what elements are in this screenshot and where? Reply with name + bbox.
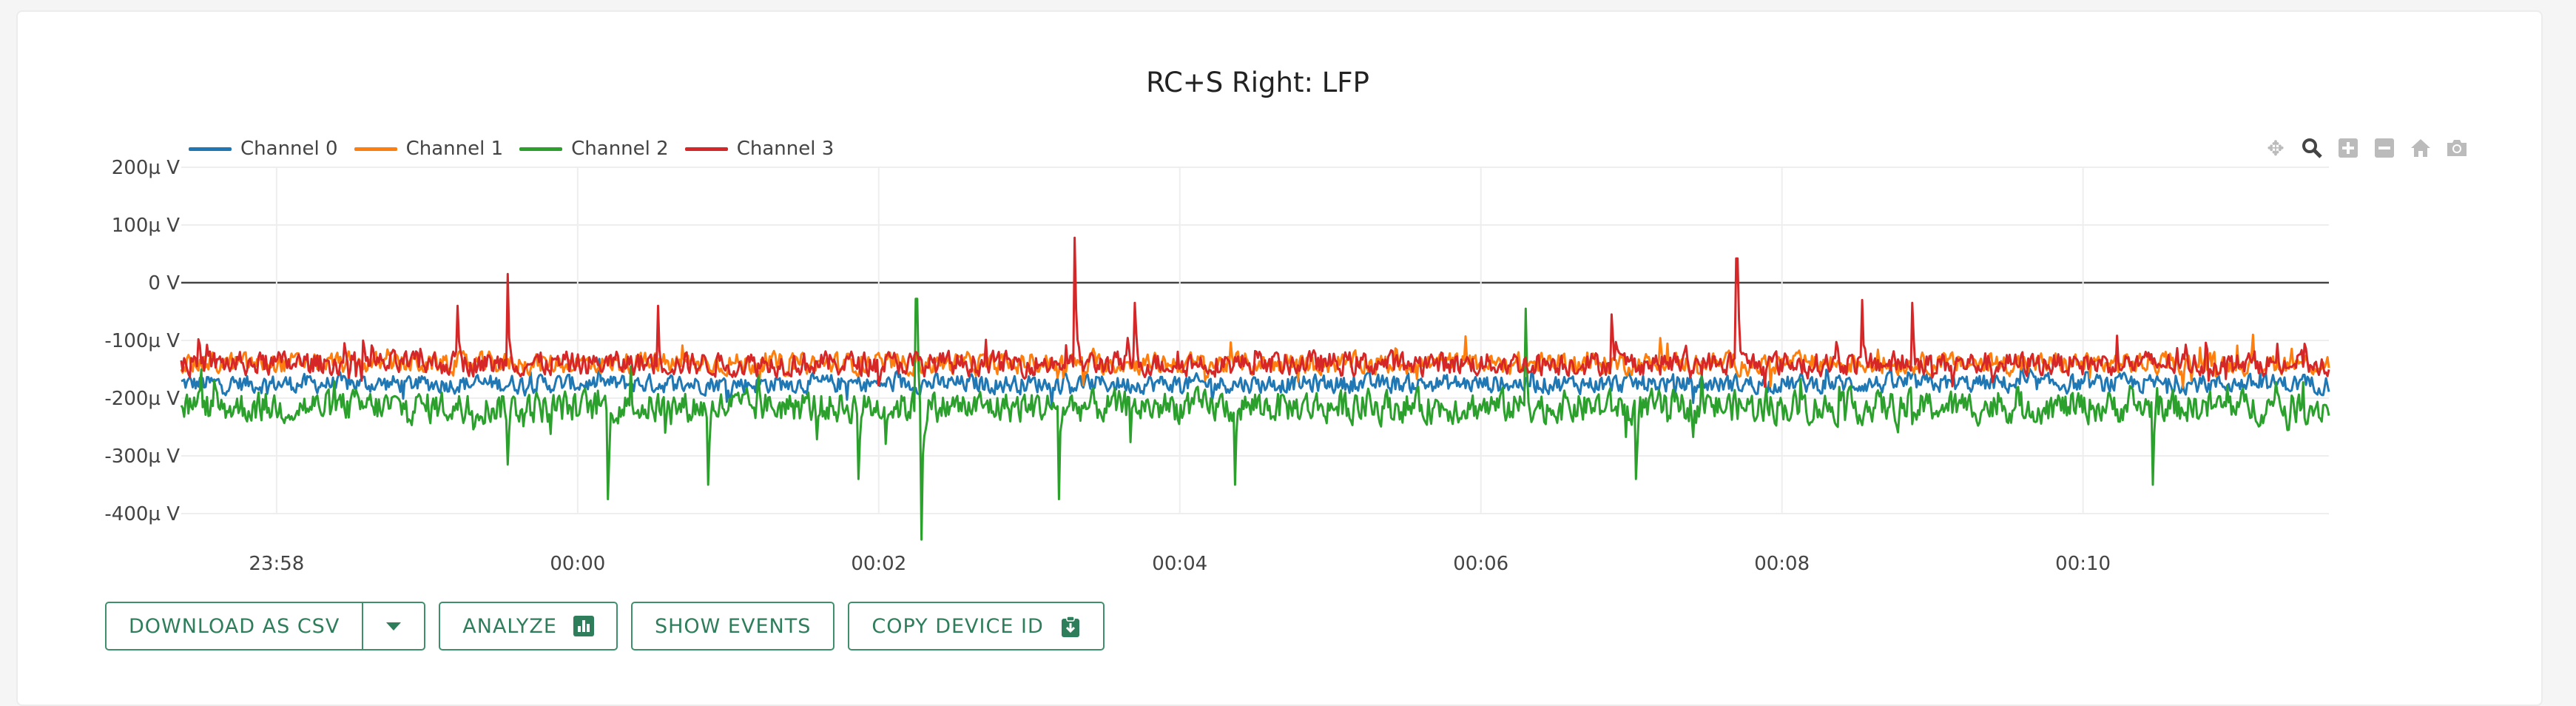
y-tick-label: 0 V [148,272,180,295]
y-tick-label: -400µ V [104,503,180,525]
x-tick-label: 00:06 [1453,553,1508,575]
legend-label-channel-2: Channel 2 [571,138,669,160]
x-tick-label: 00:04 [1152,553,1207,575]
x-tick-label: 00:02 [851,553,906,575]
bar-chart-icon [573,616,594,636]
legend-item-channel-0[interactable]: Channel 0 [189,138,338,160]
x-tick-label: 00:10 [2055,553,2111,575]
zoom-in-icon[interactable] [2335,135,2361,161]
y-tick-label: -200µ V [104,388,180,410]
y-tick-label: 200µ V [112,157,180,179]
legend-swatch-channel-1 [354,147,397,151]
y-tick-label: -100µ V [104,330,180,352]
download-csv-button[interactable]: DOWNLOAD AS CSV [107,603,364,649]
modebar: ✥ [2262,135,2480,161]
action-toolbar: DOWNLOAD AS CSV ANALYZE SHOW EVENTS COPY… [105,602,1118,650]
analyze-button[interactable]: ANALYZE [439,602,618,650]
analyze-label: ANALYZE [462,614,557,638]
show-events-button[interactable]: SHOW EVENTS [630,602,835,650]
download-csv-split-button: DOWNLOAD AS CSV [105,602,426,650]
camera-icon[interactable] [2444,135,2470,161]
download-options-dropdown[interactable] [363,603,424,649]
clipboard-icon [1060,616,1081,637]
series-line-channel-0 [181,357,2330,408]
plot-area[interactable]: 200µ V 100µ V 0 V -100µ V -200µ V -300µ V -400… [0,0,2576,577]
chevron-down-icon [386,622,402,631]
reset-axes-icon[interactable] [2407,135,2434,161]
legend-item-channel-2[interactable]: Channel 2 [519,138,669,160]
x-tick-label: 00:08 [1754,553,1810,575]
legend-item-channel-3[interactable]: Channel 3 [684,138,834,160]
legend-label-channel-3: Channel 3 [736,138,834,160]
show-events-label: SHOW EVENTS [654,614,812,638]
x-tick-label: 00:00 [550,553,605,575]
legend-swatch-channel-3 [684,147,728,151]
series-line-channel-3 [180,236,2330,388]
legend-swatch-channel-0 [189,147,232,151]
y-tick-label: -300µ V [104,446,180,468]
y-tick-label: 100µ V [112,215,180,237]
pan-icon[interactable]: ✥ [2267,136,2285,160]
legend-swatch-channel-2 [519,147,563,151]
copy-device-id-label: COPY DEVICE ID [871,614,1044,638]
copy-device-id-button[interactable]: COPY DEVICE ID [848,602,1105,650]
x-tick-label: 23:58 [249,553,304,575]
zoom-out-icon[interactable] [2371,135,2398,161]
legend-label-channel-1: Channel 1 [405,138,504,160]
series-line-channel-2 [180,297,2330,541]
legend-item-channel-1[interactable]: Channel 1 [354,138,504,160]
chart-title: RC+S Right: LFP [1146,67,1369,98]
download-csv-label: DOWNLOAD AS CSV [129,614,340,638]
legend-label-channel-0: Channel 0 [240,138,338,160]
legend: Channel 0 Channel 1 Channel 2 Channel 3 [189,138,850,160]
zoom-icon[interactable] [2299,135,2325,161]
